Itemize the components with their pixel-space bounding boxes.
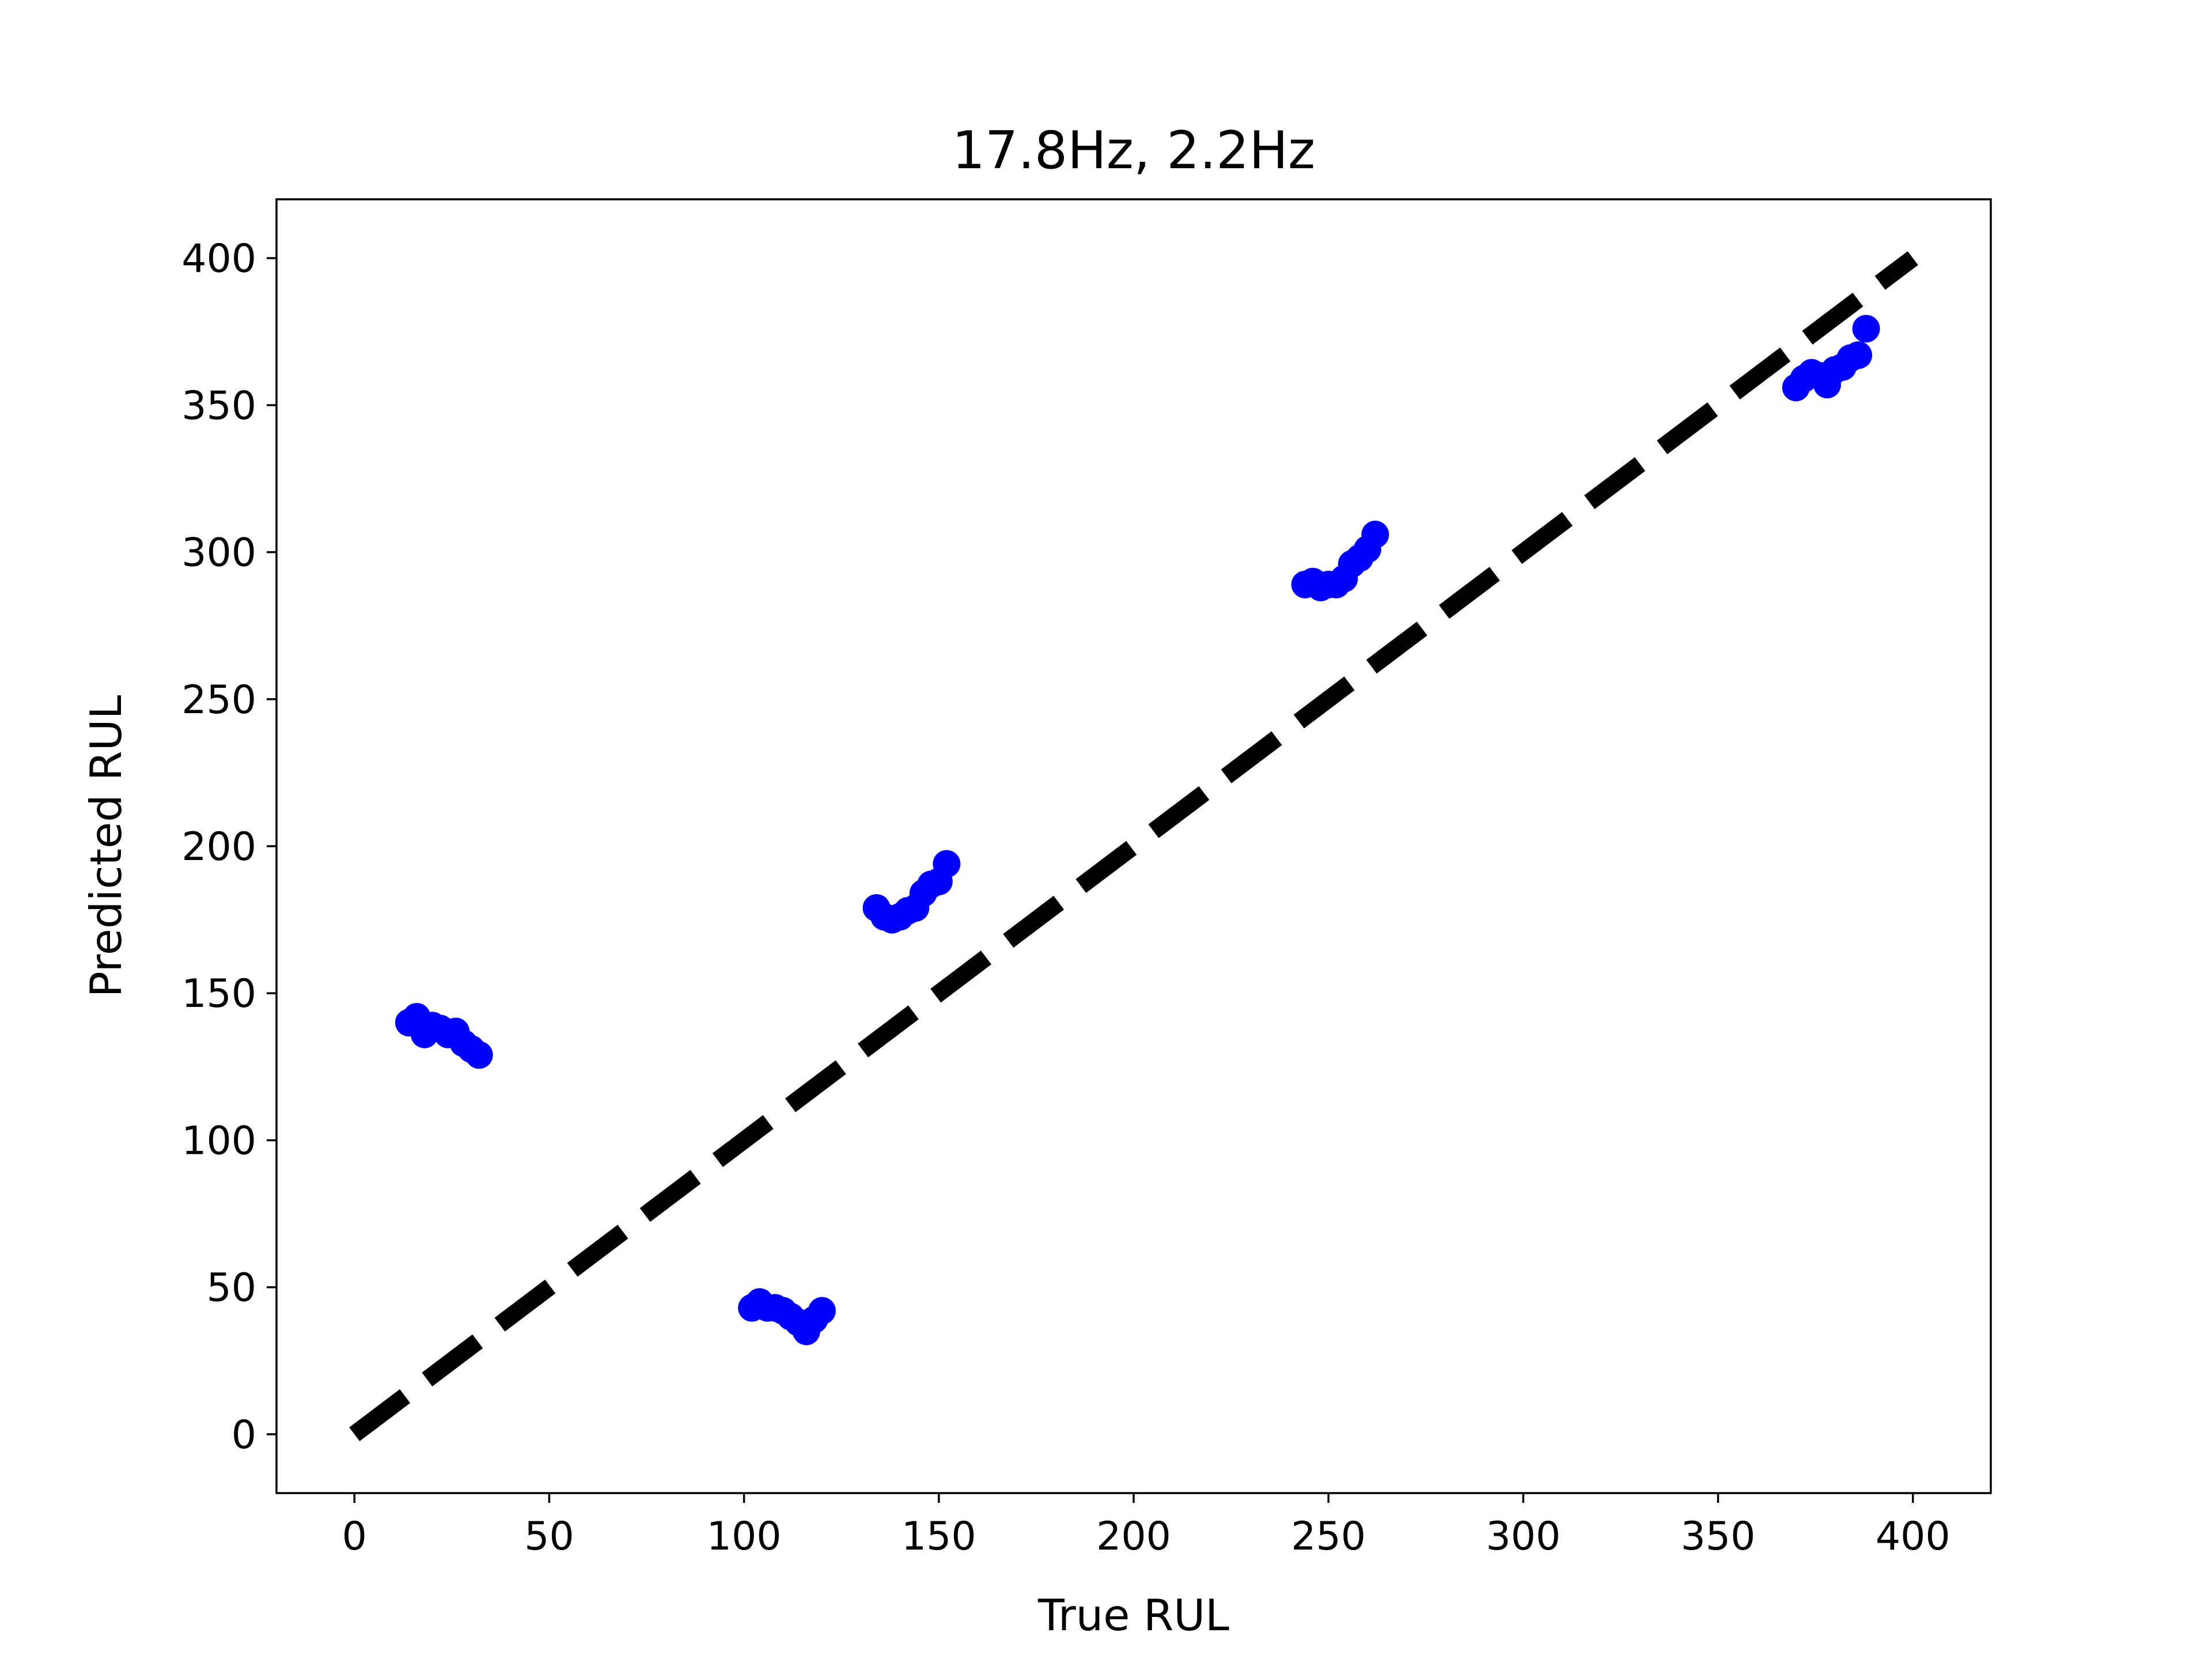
data-point [808, 1297, 836, 1325]
y-tick-label: 200 [181, 824, 256, 870]
reference-line-layer [349, 251, 1918, 1441]
y-tick-label: 400 [181, 236, 256, 282]
x-axis-ticks: 0 50 100 150 200 250 300 350 400 [342, 1493, 1950, 1559]
data-point [1852, 315, 1880, 343]
x-tick-label: 250 [1291, 1514, 1366, 1559]
points-layer [395, 315, 1880, 1346]
y-tick-label: 250 [181, 677, 256, 723]
y-tick-label: 150 [181, 971, 256, 1017]
x-tick-label: 350 [1681, 1514, 1756, 1559]
y-tick-label: 50 [206, 1266, 256, 1311]
x-tick-label: 0 [342, 1514, 367, 1559]
data-point [465, 1041, 493, 1069]
x-axis-label: True RUL [1037, 1590, 1229, 1641]
data-point [1361, 520, 1389, 548]
x-tick-label: 200 [1096, 1514, 1171, 1559]
x-tick-label: 50 [524, 1514, 574, 1559]
x-tick-label: 400 [1876, 1514, 1950, 1559]
y-tick-label: 0 [232, 1412, 256, 1458]
x-tick-label: 100 [707, 1514, 782, 1559]
y-tick-label: 350 [181, 383, 256, 429]
chart-title: 17.8Hz, 2.2Hz [952, 120, 1316, 181]
data-point [1844, 341, 1873, 369]
y-tick-label: 100 [181, 1118, 256, 1164]
y-tick-label: 300 [181, 531, 256, 576]
data-point [933, 850, 961, 878]
x-tick-label: 300 [1486, 1514, 1560, 1559]
y-axis-label: Predicted RUL [81, 695, 131, 997]
y-axis-ticks: 0 50 100 150 200 250 300 350 400 [181, 236, 276, 1458]
x-tick-label: 150 [902, 1514, 976, 1559]
reference-diagonal-line [349, 251, 1918, 1441]
